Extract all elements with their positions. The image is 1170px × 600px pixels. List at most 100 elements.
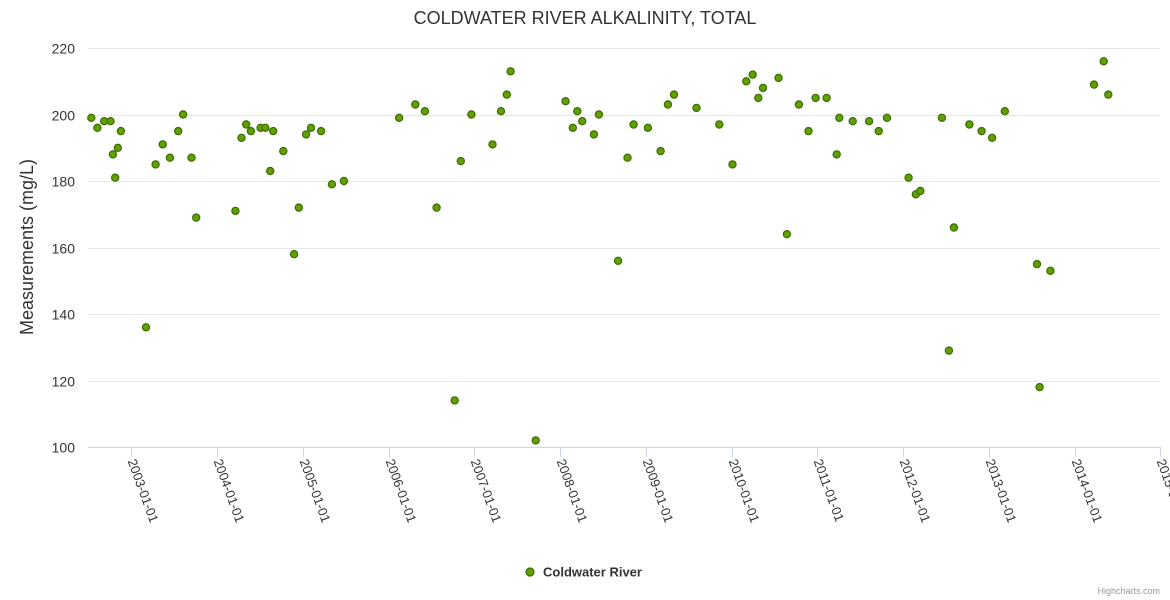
data-point[interactable] — [269, 126, 278, 136]
data-point[interactable] — [715, 120, 724, 129]
data-point[interactable] — [327, 180, 337, 189]
data-point[interactable] — [496, 106, 506, 116]
x-tick-label: 2005-01-01 — [297, 457, 334, 525]
data-point[interactable] — [944, 346, 954, 355]
data-point[interactable] — [93, 123, 102, 133]
data-point[interactable] — [178, 110, 188, 119]
data-point[interactable] — [1000, 106, 1010, 116]
data-point[interactable] — [106, 116, 115, 126]
data-point[interactable] — [835, 113, 844, 123]
data-point[interactable] — [578, 116, 587, 126]
data-point[interactable] — [116, 126, 126, 136]
data-point[interactable] — [623, 153, 632, 162]
data-point[interactable] — [882, 113, 892, 123]
data-point[interactable] — [568, 123, 578, 133]
data-point[interactable] — [748, 70, 757, 79]
data-point[interactable] — [266, 166, 275, 176]
data-point[interactable] — [782, 229, 792, 239]
data-point[interactable] — [832, 150, 841, 159]
data-point[interactable] — [822, 93, 831, 103]
data-point[interactable] — [531, 436, 540, 445]
data-point[interactable] — [246, 126, 256, 136]
data-point[interactable] — [108, 150, 118, 159]
x-tick-label: 2009-01-01 — [640, 457, 677, 525]
data-point[interactable] — [916, 186, 925, 196]
credits-link[interactable]: Highcharts.com — [1097, 586, 1160, 596]
y-tick-label: 220 — [52, 41, 76, 57]
data-point[interactable] — [191, 213, 201, 222]
data-point[interactable] — [965, 120, 974, 129]
data-point[interactable] — [294, 203, 303, 212]
x-tick-label: 2007-01-01 — [468, 457, 505, 525]
data-point[interactable] — [394, 113, 404, 123]
data-point[interactable] — [643, 123, 653, 133]
data-point[interactable] — [874, 126, 883, 136]
data-point[interactable] — [1046, 266, 1055, 275]
data-point[interactable] — [502, 90, 511, 99]
data-point[interactable] — [804, 126, 813, 136]
data-point[interactable] — [904, 173, 913, 182]
data-point[interactable] — [1099, 57, 1108, 66]
data-point[interactable] — [187, 153, 196, 162]
legend[interactable]: Coldwater River — [525, 565, 642, 580]
data-point[interactable] — [656, 146, 665, 156]
data-point[interactable] — [977, 126, 986, 136]
data-point[interactable] — [151, 160, 160, 169]
data-point[interactable] — [261, 123, 270, 133]
data-point[interactable] — [411, 100, 420, 109]
data-point[interactable] — [594, 110, 604, 119]
data-point[interactable] — [306, 123, 316, 133]
y-axis-ticks: 100 120 140 160 180 200 220 — [52, 41, 76, 456]
data-point[interactable] — [339, 176, 349, 186]
data-point[interactable] — [506, 67, 515, 76]
data-point[interactable] — [949, 223, 959, 232]
data-points — [87, 57, 1113, 445]
data-point[interactable] — [1035, 382, 1044, 392]
data-point[interactable] — [669, 90, 679, 99]
data-point[interactable] — [301, 130, 311, 139]
data-point[interactable] — [561, 96, 570, 106]
data-point[interactable] — [467, 110, 476, 119]
x-tick-label: 2004-01-01 — [211, 457, 248, 525]
data-point[interactable] — [488, 140, 497, 149]
data-point[interactable] — [110, 173, 120, 182]
data-point[interactable] — [316, 126, 326, 136]
data-point[interactable] — [811, 93, 820, 103]
data-point[interactable] — [420, 106, 430, 116]
x-tick-label: 2014-01-01 — [1069, 457, 1106, 525]
data-point[interactable] — [279, 146, 288, 156]
data-point[interactable] — [728, 160, 737, 169]
data-point[interactable] — [1104, 90, 1113, 99]
data-point[interactable] — [165, 153, 175, 162]
data-point[interactable] — [629, 120, 638, 129]
data-point[interactable] — [864, 116, 874, 126]
data-point[interactable] — [692, 103, 701, 113]
data-point[interactable] — [573, 106, 582, 116]
data-point[interactable] — [1089, 80, 1099, 89]
data-point[interactable] — [231, 206, 240, 216]
data-point[interactable] — [794, 100, 804, 109]
data-point[interactable] — [774, 73, 783, 83]
data-point[interactable] — [241, 120, 251, 129]
data-point[interactable] — [158, 140, 167, 149]
data-point[interactable] — [848, 116, 857, 126]
data-point[interactable] — [87, 113, 96, 123]
data-point[interactable] — [450, 396, 459, 405]
data-point[interactable] — [237, 133, 246, 142]
data-point[interactable] — [663, 100, 673, 109]
data-point[interactable] — [456, 156, 465, 166]
data-point[interactable] — [113, 143, 123, 152]
legend-label[interactable]: Coldwater River — [543, 565, 642, 580]
data-point[interactable] — [754, 93, 763, 103]
data-point[interactable] — [987, 133, 997, 142]
data-point[interactable] — [141, 323, 151, 332]
data-point[interactable] — [613, 256, 623, 265]
data-point[interactable] — [758, 83, 768, 93]
data-point[interactable] — [173, 126, 183, 136]
data-point[interactable] — [937, 113, 947, 123]
data-point[interactable] — [1032, 259, 1042, 269]
data-point[interactable] — [589, 130, 599, 139]
data-point[interactable] — [289, 249, 299, 259]
data-point[interactable] — [742, 77, 751, 86]
data-point[interactable] — [432, 203, 441, 212]
